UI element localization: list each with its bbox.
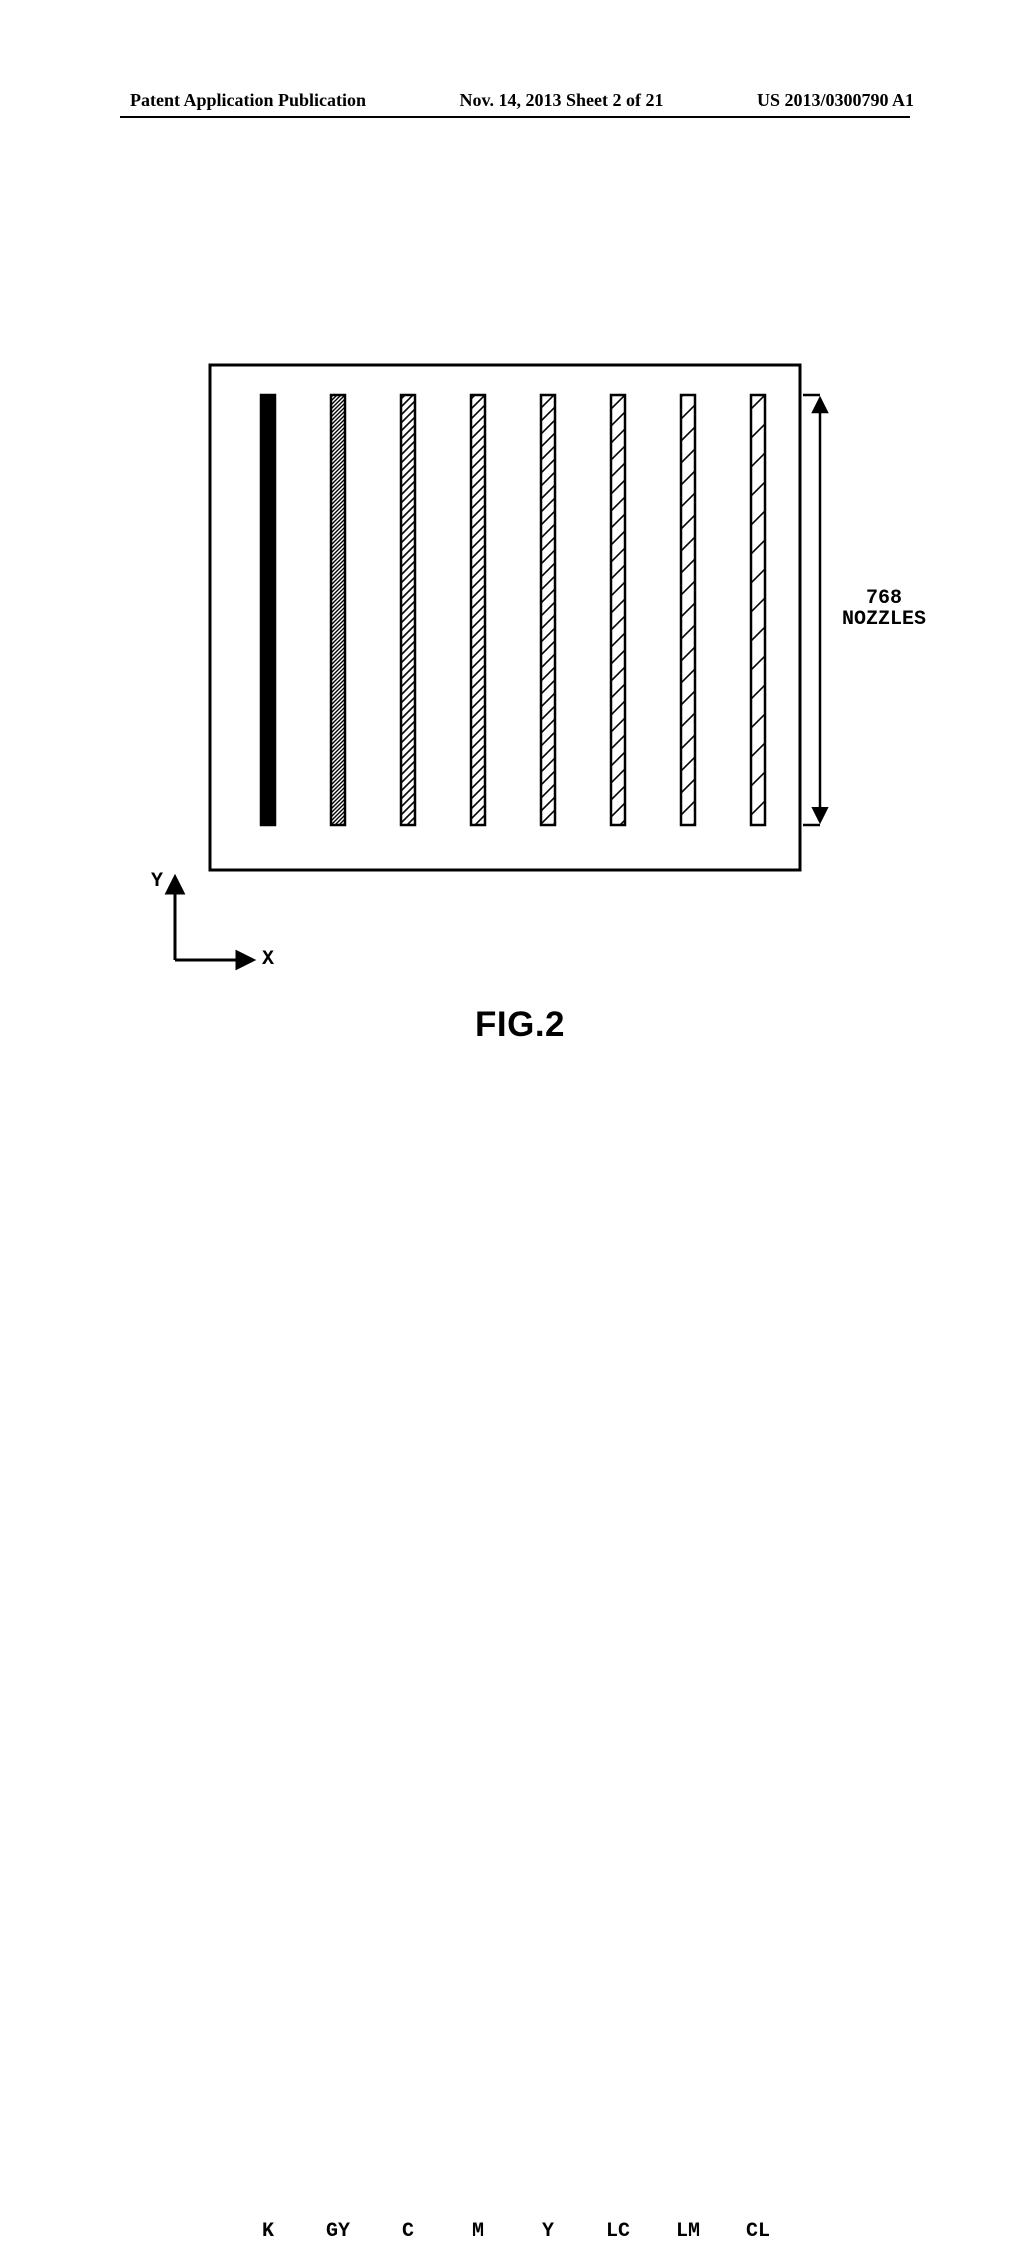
column-label: LM xyxy=(676,2220,700,2243)
column-label: CL xyxy=(746,2220,770,2243)
column-label: GY xyxy=(326,2220,350,2243)
axis-y-label: Y xyxy=(151,870,163,893)
column-label: C xyxy=(402,2220,414,2243)
axis-x-label: X xyxy=(262,948,274,971)
nozzles-label: 768NOZZLES xyxy=(842,588,926,630)
figure-caption: FIG.2 xyxy=(475,1005,565,1045)
figure-area: KGYCMYLCLMCL 768NOZZLES Y X FIG.2 xyxy=(0,0,1024,1320)
column-label: K xyxy=(262,2220,274,2243)
column-label: LC xyxy=(606,2220,630,2243)
figure-svg xyxy=(0,0,1024,1320)
column-label: M xyxy=(472,2220,484,2243)
column-label: Y xyxy=(542,2220,554,2243)
page-root: Patent Application Publication Nov. 14, … xyxy=(0,0,1024,1320)
